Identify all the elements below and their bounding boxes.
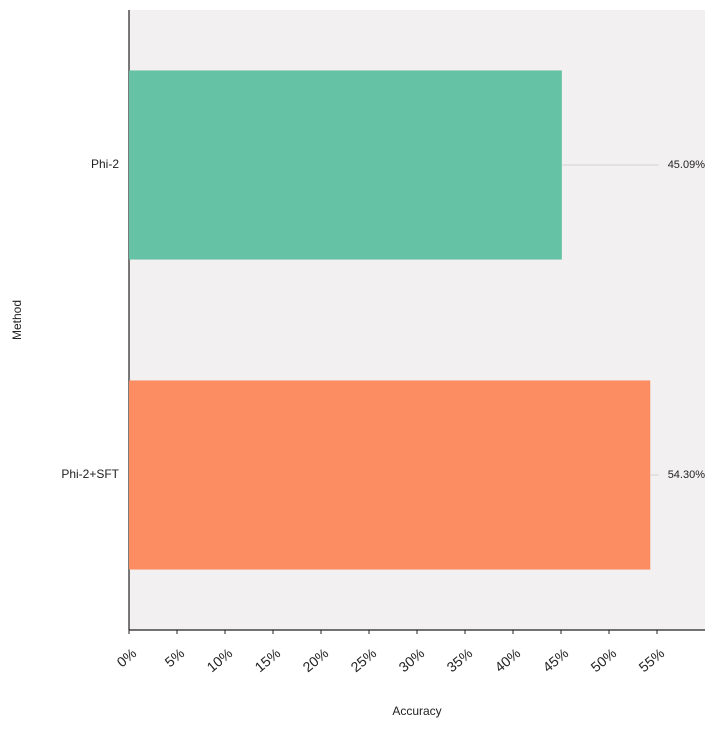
bar xyxy=(129,70,562,260)
x-tick-label: 40% xyxy=(492,645,524,675)
value-label: 45.09% xyxy=(668,159,706,171)
x-tick-label: 30% xyxy=(396,645,428,675)
y-axis-title: Method xyxy=(10,300,24,340)
x-tick-label: 15% xyxy=(252,645,284,675)
x-axis-title: Accuracy xyxy=(392,704,441,718)
x-tick-label: 10% xyxy=(204,645,236,675)
x-tick-label: 50% xyxy=(588,645,620,675)
x-tick-label: 55% xyxy=(636,645,668,675)
x-tick-label: 25% xyxy=(348,645,380,675)
x-tick-label: 20% xyxy=(300,645,332,675)
y-tick-label: Phi-2 xyxy=(91,157,119,171)
x-tick-label: 35% xyxy=(444,645,476,675)
value-label: 54.30% xyxy=(668,469,706,481)
x-tick-label: 0% xyxy=(114,645,140,670)
x-tick-label: 45% xyxy=(540,645,572,675)
x-tick-label: 5% xyxy=(162,645,188,670)
y-tick-label: Phi-2+SFT xyxy=(61,467,119,481)
bar xyxy=(129,380,651,570)
